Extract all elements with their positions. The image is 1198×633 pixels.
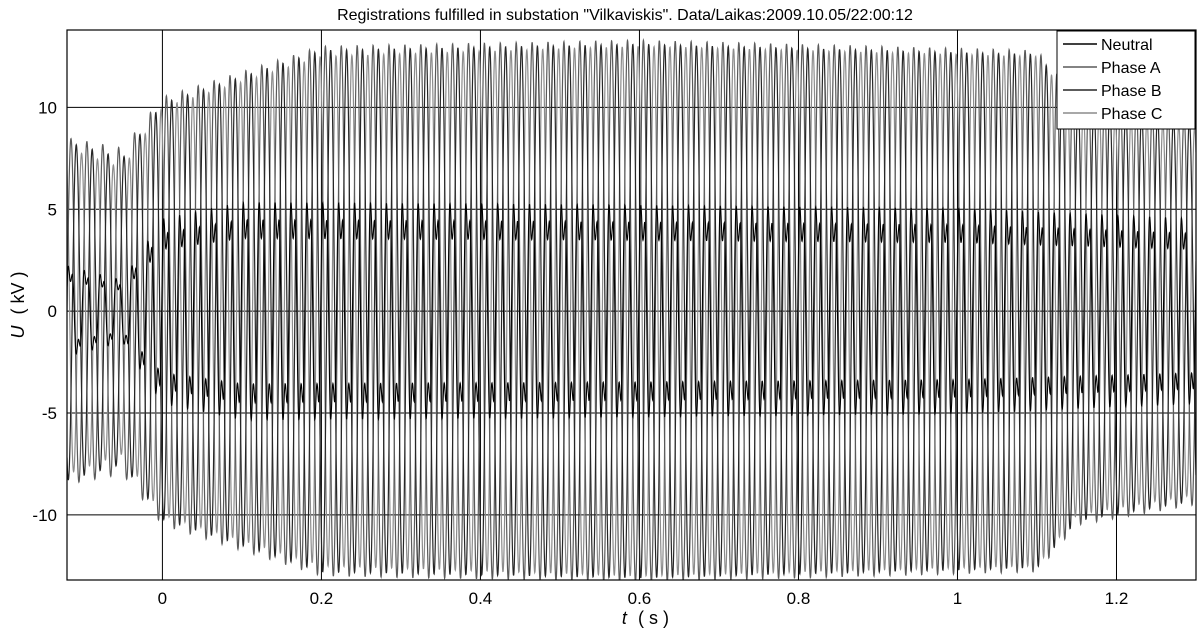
- x-tick-label: 0.6: [628, 589, 652, 608]
- plot-area: [67, 37, 1196, 580]
- legend: Neutral Phase A Phase B Phase C: [1056, 30, 1196, 130]
- legend-label: Phase C: [1101, 106, 1162, 123]
- y-axis-label: U ( kV ): [8, 271, 28, 338]
- x-axis-label: t ( s ): [622, 608, 669, 628]
- series-line-phase-a: [67, 37, 1196, 580]
- x-tick-label: 0: [158, 589, 167, 608]
- y-tick-label: -10: [32, 506, 57, 525]
- x-axis-unit: ( s ): [638, 608, 669, 628]
- x-tick-label: 0.2: [310, 589, 334, 608]
- x-tick-label: 0.4: [469, 589, 493, 608]
- plot-frame: [66, 29, 1197, 581]
- series-line-neutral: [67, 200, 1196, 422]
- axis-ticks: 0 0.2 0.4 0.6 0.8 1 1.2 -10 -5 0 5 10: [32, 98, 1128, 608]
- y-axis-unit: ( kV ): [8, 271, 28, 314]
- legend-label: Neutral: [1101, 37, 1153, 54]
- x-axis-symbol: t: [622, 608, 628, 628]
- x-tick-label: 1: [953, 589, 962, 608]
- y-axis-symbol: U: [8, 325, 28, 339]
- series-line-phase-c: [67, 44, 1196, 578]
- y-tick-label: 5: [48, 200, 57, 219]
- x-tick-label: 1.2: [1105, 589, 1129, 608]
- series-line-phase-b: [67, 42, 1196, 580]
- y-tick-label: 0: [48, 302, 57, 321]
- legend-label: Phase A: [1101, 60, 1161, 77]
- x-tick-label: 0.8: [787, 589, 811, 608]
- chart-title: Registrations fulfilled in substation "V…: [337, 7, 913, 24]
- y-tick-label: 10: [38, 98, 57, 117]
- y-tick-label: -5: [42, 404, 57, 423]
- legend-label: Phase B: [1101, 83, 1161, 100]
